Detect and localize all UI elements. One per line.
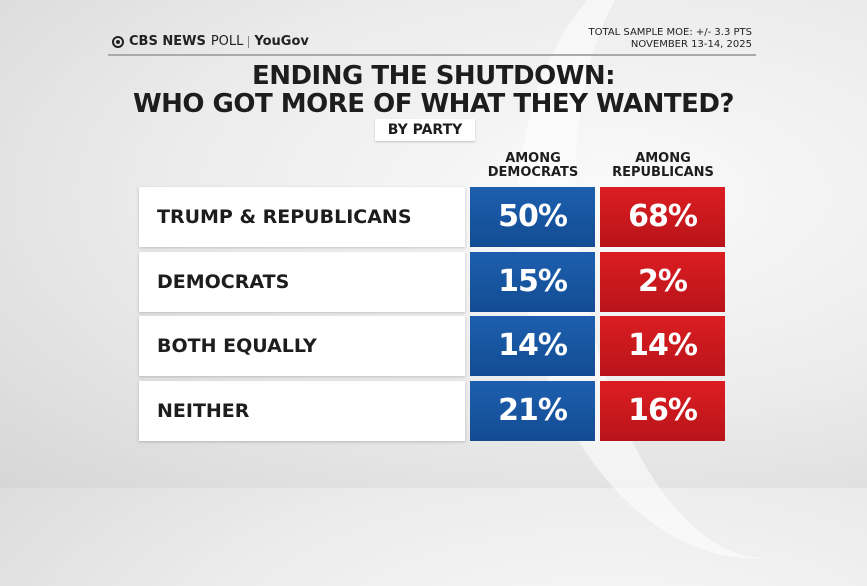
republicans-value: 14%	[600, 316, 725, 376]
republicans-value: 68%	[600, 187, 725, 247]
brand-suffix: POLL	[210, 34, 244, 49]
divider	[248, 35, 250, 48]
header-rule	[108, 54, 756, 56]
col-header-democrats: AMONG DEMOCRATS	[487, 151, 579, 180]
partner: YouGov	[254, 34, 309, 49]
meta: TOTAL SAMPLE MOE: +/- 3.3 PTS NOVEMBER 1…	[589, 27, 752, 51]
democrats-value: 50%	[470, 187, 595, 247]
row-label: DEMOCRATS	[139, 252, 465, 312]
title-line1: ENDING THE SHUTDOWN:	[251, 61, 616, 91]
republicans-value: 2%	[600, 252, 725, 312]
row-label: BOTH EQUALLY	[139, 316, 465, 376]
subtitle: BY PARTY	[375, 119, 475, 141]
date: NOVEMBER 13-14, 2025	[630, 39, 752, 50]
row-label: TRUMP & REPUBLICANS	[139, 187, 465, 247]
row-label: NEITHER	[139, 381, 465, 441]
moe: TOTAL SAMPLE MOE: +/- 3.3 PTS	[588, 27, 752, 38]
title: ENDING THE SHUTDOWN: WHO GOT MORE OF WHA…	[0, 62, 867, 118]
democrats-value: 15%	[470, 252, 595, 312]
republicans-value: 16%	[600, 381, 725, 441]
title-line2: WHO GOT MORE OF WHAT THEY WANTED?	[132, 89, 735, 119]
democrats-value: 14%	[470, 316, 595, 376]
cbs-eye-icon	[112, 35, 124, 48]
cbs-logo: CBS NEWS POLL YouGov	[112, 34, 309, 49]
democrats-value: 21%	[470, 381, 595, 441]
brand: CBS NEWS	[129, 34, 206, 49]
col-header-republicans: AMONG REPUBLICANS	[612, 151, 714, 180]
